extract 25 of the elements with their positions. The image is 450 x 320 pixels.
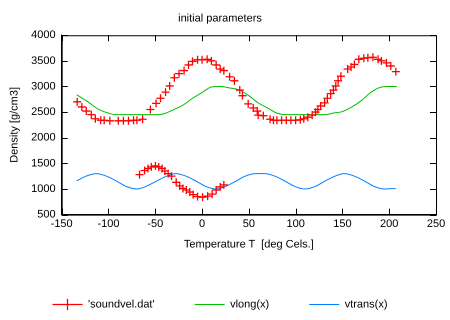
x-tick-label: 200 xyxy=(380,218,398,230)
legend-label: vtrans(x) xyxy=(344,298,388,311)
y-tick-label: 1500 xyxy=(31,157,56,170)
legend-label: vlong(x) xyxy=(230,298,270,311)
x-tick-label: 0 xyxy=(198,218,206,230)
y-tick-label: 3500 xyxy=(31,54,56,67)
line-series xyxy=(76,86,398,116)
y-tick-label: 2500 xyxy=(31,106,56,118)
legend-label: 'soundvel.dat' xyxy=(88,298,155,311)
x-tick-label: 50 xyxy=(242,218,255,230)
x-axis-title: Temperature T [deg Cels.] xyxy=(184,238,314,250)
x-tick-label: 250 xyxy=(426,218,446,230)
y-tick-label: 4000 xyxy=(31,29,56,42)
y-tick-label: 1000 xyxy=(31,183,56,196)
x-tick-label: 150 xyxy=(333,218,352,230)
y-axis-title: Density [g/cm3] xyxy=(8,86,21,163)
x-tick-label: -100 xyxy=(97,218,120,230)
chart-title: initial parameters xyxy=(178,12,262,25)
y-tick-label: 500 xyxy=(37,208,56,221)
x-tick-label: -50 xyxy=(147,218,164,230)
y-tick-label: 2000 xyxy=(31,132,56,144)
y-tick-label: 3000 xyxy=(31,80,56,92)
x-tick-label: -150 xyxy=(50,218,73,230)
x-tick-label: 100 xyxy=(286,218,305,230)
line-series xyxy=(76,173,396,190)
